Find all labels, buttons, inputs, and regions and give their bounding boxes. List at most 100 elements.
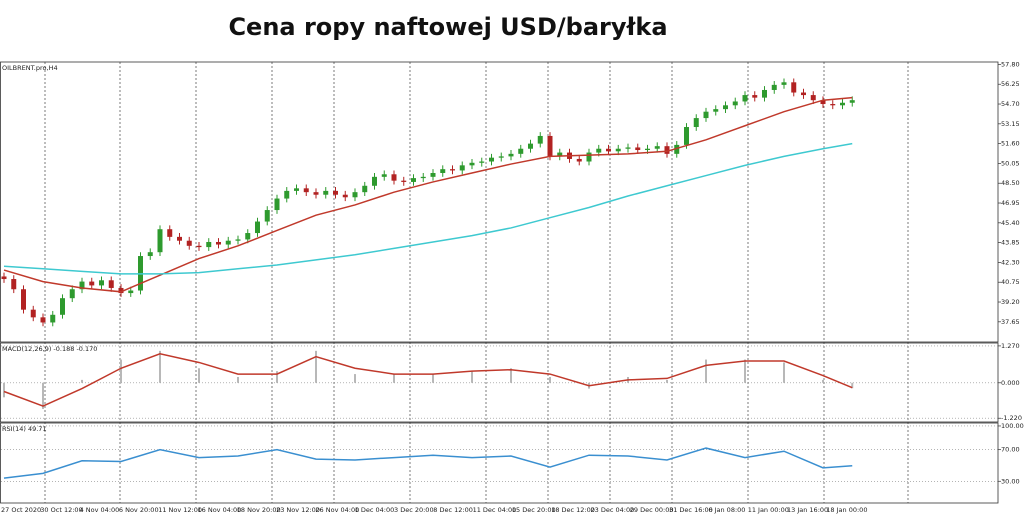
time-grid (44, 62, 909, 503)
macd-signal (3, 352, 853, 407)
macd-bar (822, 379, 824, 383)
x-tick-label: 30 Oct 12:00 (40, 506, 82, 514)
candle-body (372, 176, 377, 186)
macd-bar (3, 382, 5, 398)
candle-body (225, 240, 231, 245)
candle-body (186, 240, 192, 246)
candle-body (557, 152, 563, 157)
candle-body (206, 241, 212, 248)
y-tick-label: 51.60 (1001, 140, 1020, 148)
y-tick-label: 50.05 (1001, 159, 1020, 167)
candle-body (362, 185, 368, 193)
candle-body (313, 192, 319, 195)
candle-body (50, 314, 56, 323)
x-tick-label: 4 Nov 04:00 (80, 506, 120, 514)
x-tick-label: 6 Jan 08:00 (708, 506, 745, 514)
candle-body (420, 176, 426, 179)
y-tick-label: 70.00 (1001, 446, 1020, 454)
candle-body (245, 233, 251, 240)
candle-body (723, 105, 728, 110)
candle-body (771, 84, 777, 90)
y-tick-label: 45.40 (1001, 219, 1020, 227)
macd-bar (432, 374, 434, 383)
candle-body (342, 194, 348, 198)
candle-body (118, 287, 124, 294)
candle-body (430, 173, 436, 177)
chart-title: Cena ropy naftowej USD/baryłka (228, 13, 667, 41)
y-tick-label: 48.50 (1001, 179, 1020, 187)
candle-body (284, 190, 290, 199)
macd-bar (510, 368, 512, 383)
candle-body (381, 174, 387, 177)
candle-body (89, 281, 95, 286)
x-tick-label: 15 Dec 20:00 (512, 506, 556, 514)
candle-body (810, 95, 816, 101)
y-tick-label: 39.20 (1001, 298, 1020, 306)
macd-bar (354, 374, 356, 383)
candle-body (508, 153, 514, 157)
candle-body (596, 148, 602, 153)
y-tick-label: 42.30 (1001, 258, 1020, 266)
panel-label: MACD(12,26,9) -0.188 -0.170 (2, 345, 97, 353)
candle-body (820, 100, 826, 105)
candle-body (108, 280, 114, 288)
candle-body (264, 210, 270, 222)
y-tick-label: 57.80 (1001, 60, 1020, 68)
macd-bar (120, 359, 122, 383)
y-tick-label: 46.95 (1001, 199, 1020, 207)
candle-body (11, 279, 17, 290)
candle-body (157, 229, 163, 253)
y-tick-label: 54.70 (1001, 100, 1020, 108)
candle-body (459, 165, 465, 171)
candle-body (674, 144, 680, 154)
candle-body (333, 190, 338, 195)
panel-frames (0, 61, 999, 504)
candle-body (69, 289, 75, 299)
candle-body (196, 245, 202, 248)
y-tick-label: -1.220 (1001, 414, 1022, 422)
candle-body (830, 104, 836, 106)
y-tick-label: 56.25 (1001, 80, 1020, 88)
candle-body (469, 162, 475, 166)
macd-bar (81, 379, 83, 383)
macd-bar (705, 359, 707, 383)
candle-body (177, 236, 182, 241)
panel-label: RSI(14) 49.71 (2, 425, 47, 433)
candle-body (498, 156, 504, 158)
candle-body (732, 101, 738, 106)
candle-body (684, 127, 689, 145)
candle-body (216, 241, 221, 245)
x-tick-label: 27 Oct 2020 (1, 506, 41, 514)
candle-body (840, 102, 845, 106)
candle-body (781, 82, 787, 85)
x-tick-label: 26 Nov 04:00 (315, 506, 359, 514)
candle-body (323, 190, 329, 195)
y-tick-label: 37.65 (1001, 318, 1020, 326)
x-tick-label: 11 Jan 00:00 (748, 506, 789, 514)
candle-body (606, 148, 611, 152)
macd-bar (471, 371, 473, 383)
candle-body (167, 229, 173, 237)
x-tick-label: 16 Nov 04:00 (198, 506, 242, 514)
x-tick-label: 29 Dec 00:00 (630, 506, 674, 514)
candle-body (742, 95, 748, 102)
candle-body (21, 289, 26, 310)
moving-average (3, 96, 853, 293)
candle-body (752, 95, 758, 98)
y-tick-label: 43.85 (1001, 239, 1020, 247)
x-tick-label: 3 Dec 20:00 (394, 506, 434, 514)
candle-body (654, 146, 660, 149)
candle-body (440, 169, 446, 174)
candle-body (352, 192, 358, 198)
candle-body (645, 148, 650, 151)
candle-body (294, 188, 299, 191)
candle-body (40, 317, 46, 323)
macd-bar (315, 350, 317, 383)
candle-body (576, 158, 582, 162)
x-tick-label: 13 Jan 16:00 (787, 506, 828, 514)
rsi-line (3, 447, 853, 479)
candle-body (801, 92, 806, 96)
candle-body (274, 198, 280, 211)
x-tick-label: 18 Nov 20:00 (237, 506, 281, 514)
candle-body (615, 148, 621, 152)
